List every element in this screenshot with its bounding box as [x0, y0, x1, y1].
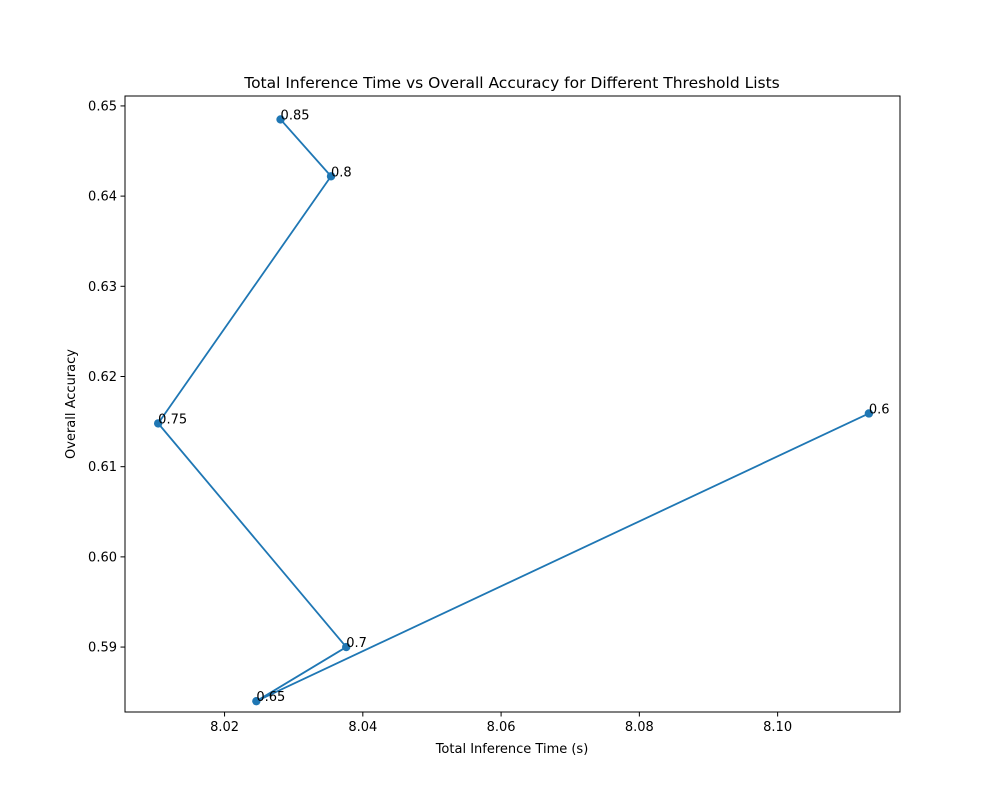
x-tick-label: 8.10 — [763, 720, 792, 735]
y-axis-label: Overall Accuracy — [64, 349, 79, 459]
x-tick-label: 8.04 — [348, 720, 377, 735]
data-point-label: 0.65 — [256, 690, 285, 705]
point-labels: 0.6 0.65 0.7 0.75 0.8 0.85 — [158, 108, 889, 705]
data-point — [864, 409, 874, 418]
x-axis: 8.02 8.04 8.06 8.08 8.10 — [210, 712, 792, 735]
data-point-label: 0.7 — [346, 636, 367, 651]
y-tick-label: 0.63 — [88, 280, 117, 295]
y-tick-label: 0.64 — [88, 190, 117, 205]
series-layer — [153, 115, 874, 706]
y-axis: 0.59 0.60 0.61 0.62 0.63 0.64 0.65 — [88, 99, 125, 656]
y-tick-label: 0.65 — [88, 99, 117, 114]
data-point-label: 0.6 — [869, 402, 890, 417]
x-tick-label: 8.08 — [625, 720, 654, 735]
y-tick-label: 0.62 — [88, 370, 117, 385]
data-point-label: 0.8 — [331, 165, 352, 180]
chart-title: Total Inference Time vs Overall Accuracy… — [243, 74, 780, 92]
data-point — [326, 172, 336, 181]
y-tick-label: 0.60 — [88, 550, 117, 565]
x-tick-label: 8.06 — [487, 720, 516, 735]
x-tick-label: 8.02 — [210, 720, 239, 735]
plot-area-frame — [124, 95, 901, 713]
data-point-label: 0.75 — [158, 412, 187, 427]
y-tick-label: 0.59 — [88, 641, 117, 656]
data-point — [342, 642, 351, 652]
data-point — [252, 696, 261, 706]
y-tick-label: 0.61 — [88, 460, 117, 475]
data-point — [153, 419, 163, 428]
x-axis-label: Total Inference Time (s) — [435, 742, 589, 757]
data-point — [276, 115, 285, 124]
series-line — [157, 118, 870, 703]
data-point-label: 0.85 — [281, 108, 310, 123]
